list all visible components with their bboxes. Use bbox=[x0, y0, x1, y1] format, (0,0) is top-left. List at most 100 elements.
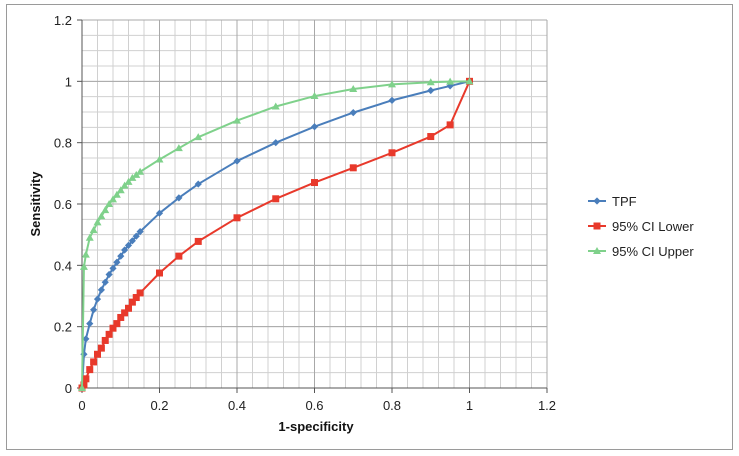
data-point bbox=[446, 77, 455, 85]
y-tick-label: 0.8 bbox=[54, 136, 72, 151]
data-point bbox=[80, 350, 88, 358]
data-point bbox=[156, 269, 163, 277]
x-tick-label: 1 bbox=[466, 398, 473, 413]
data-point bbox=[80, 381, 88, 389]
data-point bbox=[155, 155, 164, 163]
data-point bbox=[112, 190, 121, 198]
data-point bbox=[128, 298, 136, 306]
data-point bbox=[310, 123, 319, 131]
data-point bbox=[194, 180, 202, 188]
series-tpf bbox=[78, 77, 474, 392]
data-point bbox=[93, 295, 102, 303]
data-point bbox=[101, 336, 109, 344]
y-tick-label: 0.2 bbox=[54, 320, 72, 335]
x-tick-label: 0.6 bbox=[305, 398, 323, 413]
data-point bbox=[90, 358, 98, 366]
x-tick-label: 0.8 bbox=[383, 398, 401, 413]
data-point bbox=[233, 116, 241, 124]
data-point bbox=[427, 86, 435, 95]
legend-item: 95% CI Lower bbox=[588, 219, 694, 234]
data-point bbox=[446, 121, 454, 129]
data-point bbox=[136, 289, 144, 297]
data-point bbox=[272, 195, 280, 203]
data-point bbox=[82, 335, 90, 343]
legend-label: 95% CI Upper bbox=[612, 244, 694, 259]
data-point bbox=[349, 109, 357, 117]
data-point bbox=[109, 264, 117, 272]
tick-labels: 0 0.2 0.4 0.6 0.8 1 1.2 0 0.2 0.4 0.6 0.8 1 1.2 bbox=[54, 13, 556, 413]
data-point bbox=[155, 209, 164, 217]
data-point bbox=[175, 252, 183, 260]
data-point bbox=[136, 167, 145, 175]
data-point bbox=[85, 233, 94, 241]
data-point bbox=[349, 85, 358, 92]
data-point bbox=[113, 320, 121, 328]
x-tick-label: 0.4 bbox=[228, 398, 246, 413]
data-point bbox=[82, 375, 90, 383]
data-point bbox=[116, 186, 125, 194]
data-point bbox=[174, 144, 183, 152]
x-tick-label: 1.2 bbox=[538, 398, 556, 413]
data-point bbox=[128, 173, 137, 181]
x-tick-label: 0 bbox=[78, 398, 85, 413]
data-point bbox=[427, 133, 435, 141]
data-point bbox=[132, 170, 141, 178]
data-point bbox=[117, 252, 125, 260]
data-point bbox=[78, 384, 86, 391]
data-point bbox=[128, 237, 136, 245]
y-tick-label: 0.4 bbox=[54, 258, 72, 273]
data-point bbox=[101, 206, 110, 214]
legend-item: TPF bbox=[588, 194, 637, 209]
data-point bbox=[125, 304, 132, 312]
data-point bbox=[194, 133, 203, 141]
data-point bbox=[132, 294, 140, 302]
data-point bbox=[310, 92, 319, 100]
data-point bbox=[271, 102, 280, 110]
data-point bbox=[388, 149, 396, 157]
data-point bbox=[109, 195, 117, 203]
series bbox=[78, 77, 474, 392]
data-point bbox=[388, 96, 396, 104]
y-tick-label: 0.6 bbox=[54, 197, 72, 212]
legend: TPF 95% CI Lower 95% CI Upper bbox=[588, 194, 694, 259]
data-point bbox=[79, 262, 88, 270]
series-95-ci-upper bbox=[78, 77, 474, 391]
y-tick-label: 1.2 bbox=[54, 13, 72, 28]
data-point bbox=[124, 241, 133, 249]
data-point bbox=[105, 200, 114, 207]
data-point bbox=[124, 177, 133, 185]
data-point bbox=[132, 232, 140, 240]
grid bbox=[81, 19, 548, 389]
data-point bbox=[97, 286, 105, 294]
legend-label: 95% CI Lower bbox=[612, 219, 694, 234]
data-point bbox=[109, 324, 117, 332]
data-point bbox=[426, 78, 435, 86]
data-point bbox=[233, 214, 241, 222]
data-point bbox=[233, 157, 241, 165]
data-point bbox=[465, 77, 474, 85]
chart-frame bbox=[6, 4, 733, 450]
data-point bbox=[97, 344, 105, 352]
data-point bbox=[136, 228, 144, 236]
data-point bbox=[120, 181, 129, 189]
legend-marker bbox=[593, 197, 601, 205]
data-point bbox=[272, 139, 280, 147]
legend-marker bbox=[593, 222, 601, 230]
data-point bbox=[175, 194, 183, 202]
data-point bbox=[194, 237, 202, 245]
data-point bbox=[89, 226, 98, 234]
data-point bbox=[97, 212, 106, 220]
data-point bbox=[90, 306, 98, 314]
data-point bbox=[121, 309, 129, 317]
data-point bbox=[86, 366, 94, 374]
data-point bbox=[105, 270, 113, 279]
data-point bbox=[117, 313, 125, 321]
data-point bbox=[311, 179, 318, 187]
legend-marker bbox=[593, 247, 601, 254]
y-tick-label: 0 bbox=[65, 381, 72, 396]
data-point bbox=[121, 246, 129, 254]
data-point bbox=[93, 218, 102, 226]
data-point bbox=[113, 258, 121, 266]
y-tick-label: 1 bbox=[65, 74, 72, 89]
